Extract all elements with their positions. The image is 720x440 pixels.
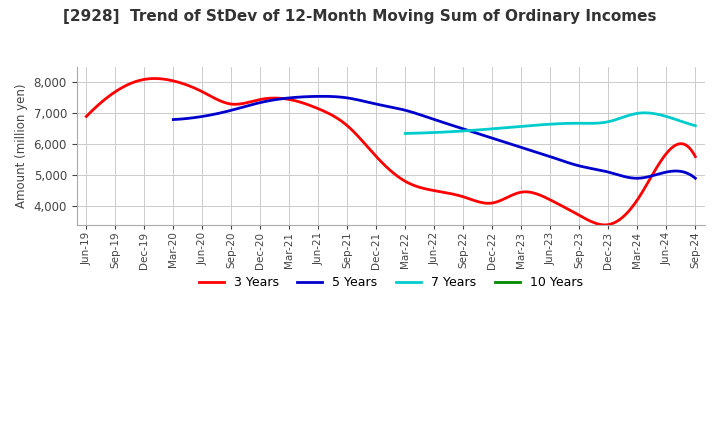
Y-axis label: Amount (million yen): Amount (million yen)	[15, 84, 28, 208]
Text: [2928]  Trend of StDev of 12-Month Moving Sum of Ordinary Incomes: [2928] Trend of StDev of 12-Month Moving…	[63, 9, 657, 24]
Legend: 3 Years, 5 Years, 7 Years, 10 Years: 3 Years, 5 Years, 7 Years, 10 Years	[194, 271, 588, 294]
